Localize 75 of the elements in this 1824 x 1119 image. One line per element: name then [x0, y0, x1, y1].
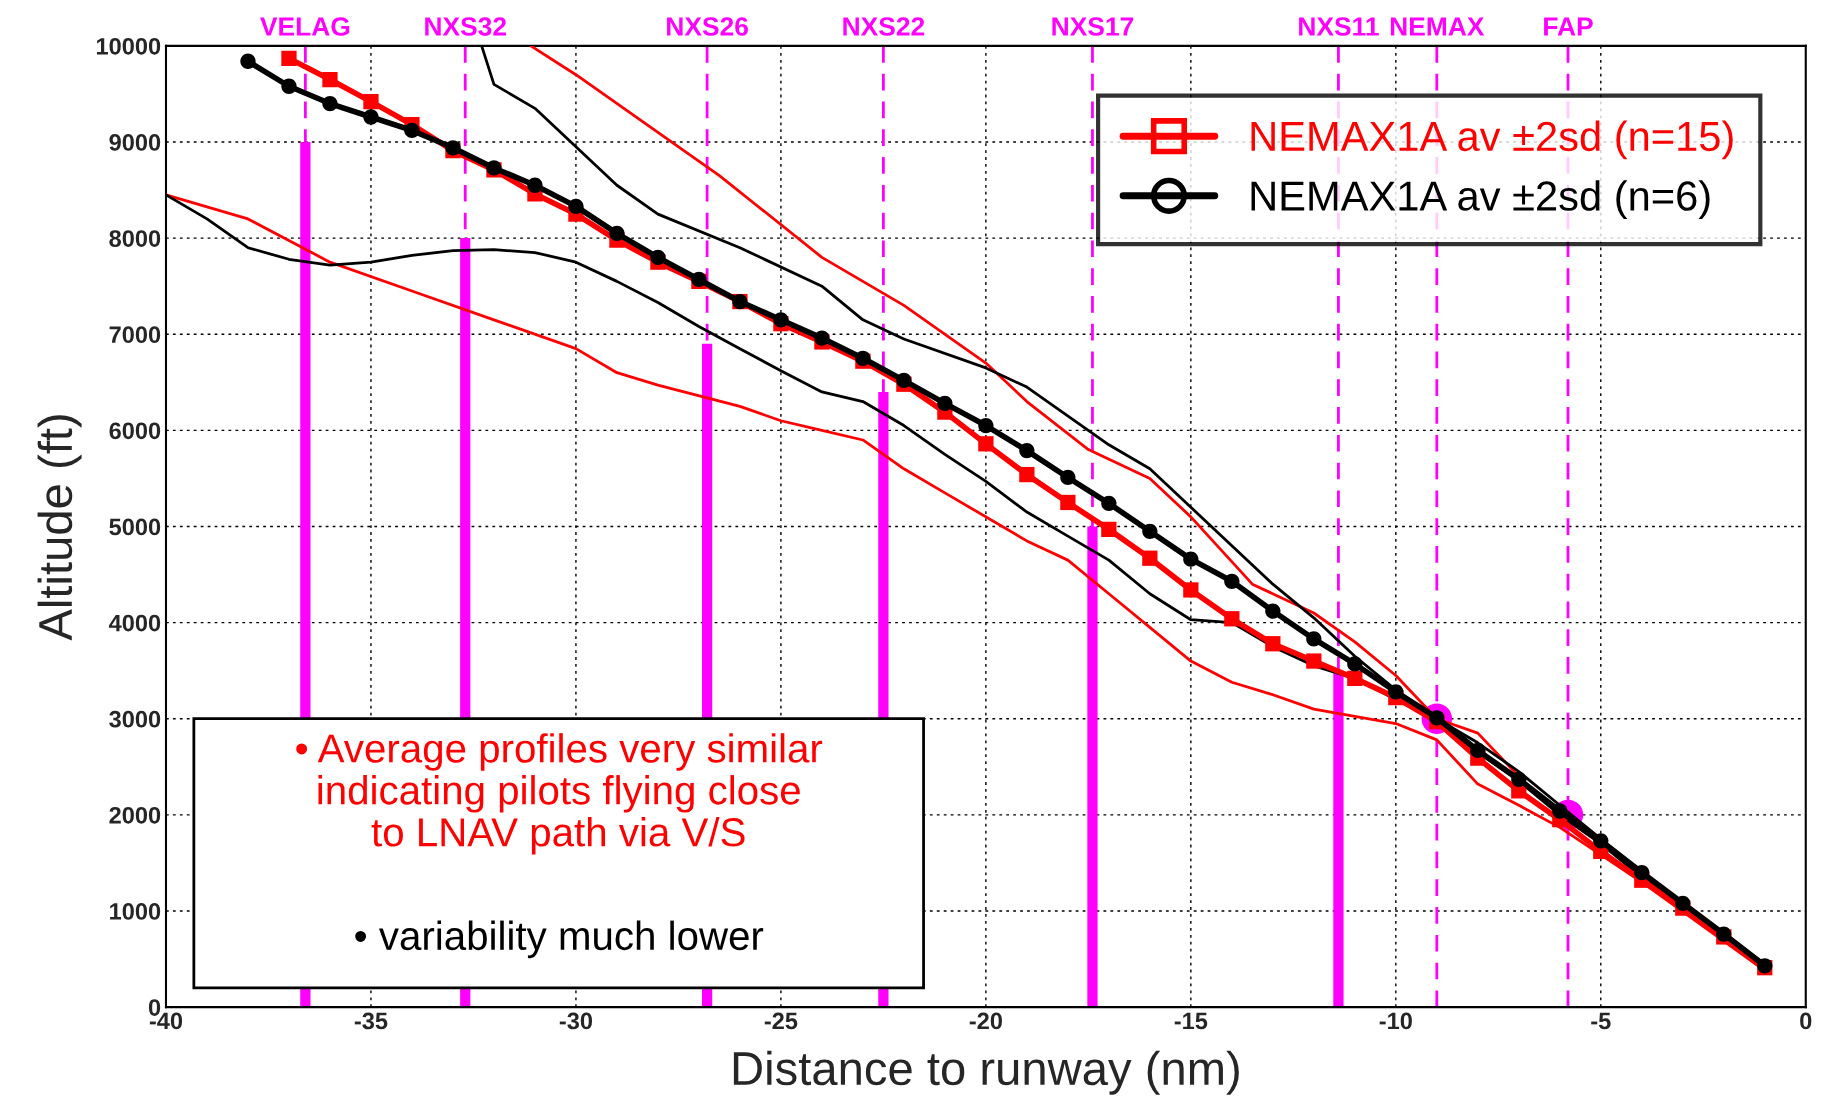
x-tick-label: -5	[1591, 1012, 1611, 1030]
point	[404, 122, 420, 139]
y-tick-label: 5000	[109, 518, 161, 536]
point	[1101, 495, 1117, 512]
point	[1142, 550, 1158, 566]
point	[1224, 573, 1240, 589]
legend-label: NEMAX1A av ±2sd (n=6)	[1251, 180, 1710, 220]
point	[1347, 670, 1363, 686]
ref-line-label: NXS22	[843, 17, 925, 36]
x-tick-label: -10	[1379, 1012, 1412, 1030]
legend-label: NEMAX1A av ±2sd (n=15)	[1251, 120, 1733, 160]
point	[937, 395, 953, 412]
ref-line-label: NXS17	[1052, 17, 1134, 36]
point	[1511, 771, 1527, 787]
y-tick-label: 6000	[109, 422, 161, 440]
point	[1470, 742, 1486, 759]
point	[1101, 521, 1117, 538]
ref-line-label: NEMAX	[1390, 17, 1485, 36]
point	[978, 436, 994, 452]
ref-line-label: FAP	[1544, 17, 1593, 36]
point	[1060, 469, 1076, 486]
point	[1183, 582, 1199, 598]
point	[650, 249, 666, 265]
point	[281, 78, 297, 94]
point	[322, 71, 338, 88]
point	[1224, 611, 1240, 627]
x-tick-label: -25	[764, 1012, 798, 1030]
point	[1347, 656, 1363, 672]
point	[1675, 895, 1691, 911]
point	[363, 93, 379, 110]
ref-line-label: NXS26	[667, 17, 748, 36]
x-tick-label: -20	[969, 1012, 1002, 1030]
ref-line-label: NXS11	[1299, 17, 1379, 36]
point	[568, 198, 584, 215]
ref-line-label: NXS32	[425, 17, 506, 36]
annotation: • variability much lower	[355, 920, 764, 959]
x-axis-title: Distance to runway (nm)	[733, 1050, 1239, 1095]
point	[1634, 864, 1650, 881]
point	[978, 417, 994, 434]
point	[896, 372, 912, 389]
point	[1019, 466, 1035, 483]
y-tick-label: 1000	[110, 903, 161, 920]
y-tick-label: 2000	[109, 806, 161, 824]
point	[527, 177, 543, 193]
x-tick-label: -35	[354, 1012, 388, 1030]
x-tick-label: 0	[1800, 1012, 1812, 1030]
point	[1183, 551, 1199, 567]
point	[1265, 603, 1281, 619]
ref-line-label: VELAG	[260, 17, 350, 36]
point	[281, 50, 297, 67]
y-tick-label: 8000	[109, 230, 161, 247]
y-axis-title: Altitude (ft)	[37, 415, 82, 641]
point	[1552, 803, 1568, 819]
point	[1388, 684, 1404, 700]
y-tick-label: 3000	[109, 710, 161, 728]
point	[1060, 494, 1076, 511]
point	[1142, 523, 1158, 539]
point	[1306, 631, 1322, 647]
point	[1019, 442, 1035, 459]
annotation: • Average profiles very similar indicating pilots flying close to LNAV path via V/S	[296, 733, 823, 855]
point	[773, 312, 789, 328]
x-tick-label: -15	[1174, 1012, 1208, 1030]
y-tick-label: 7000	[109, 326, 161, 344]
y-tick-label: 9000	[109, 134, 161, 151]
point	[322, 95, 338, 112]
point	[1593, 833, 1609, 849]
y-tick-label: 4000	[108, 614, 161, 632]
point	[1265, 636, 1281, 652]
x-tick-label: -30	[559, 1012, 593, 1030]
point	[609, 225, 625, 241]
point	[1306, 653, 1322, 669]
point	[814, 330, 830, 346]
point	[240, 53, 256, 69]
y-tick-label: 10000	[96, 37, 161, 55]
point	[363, 109, 379, 125]
